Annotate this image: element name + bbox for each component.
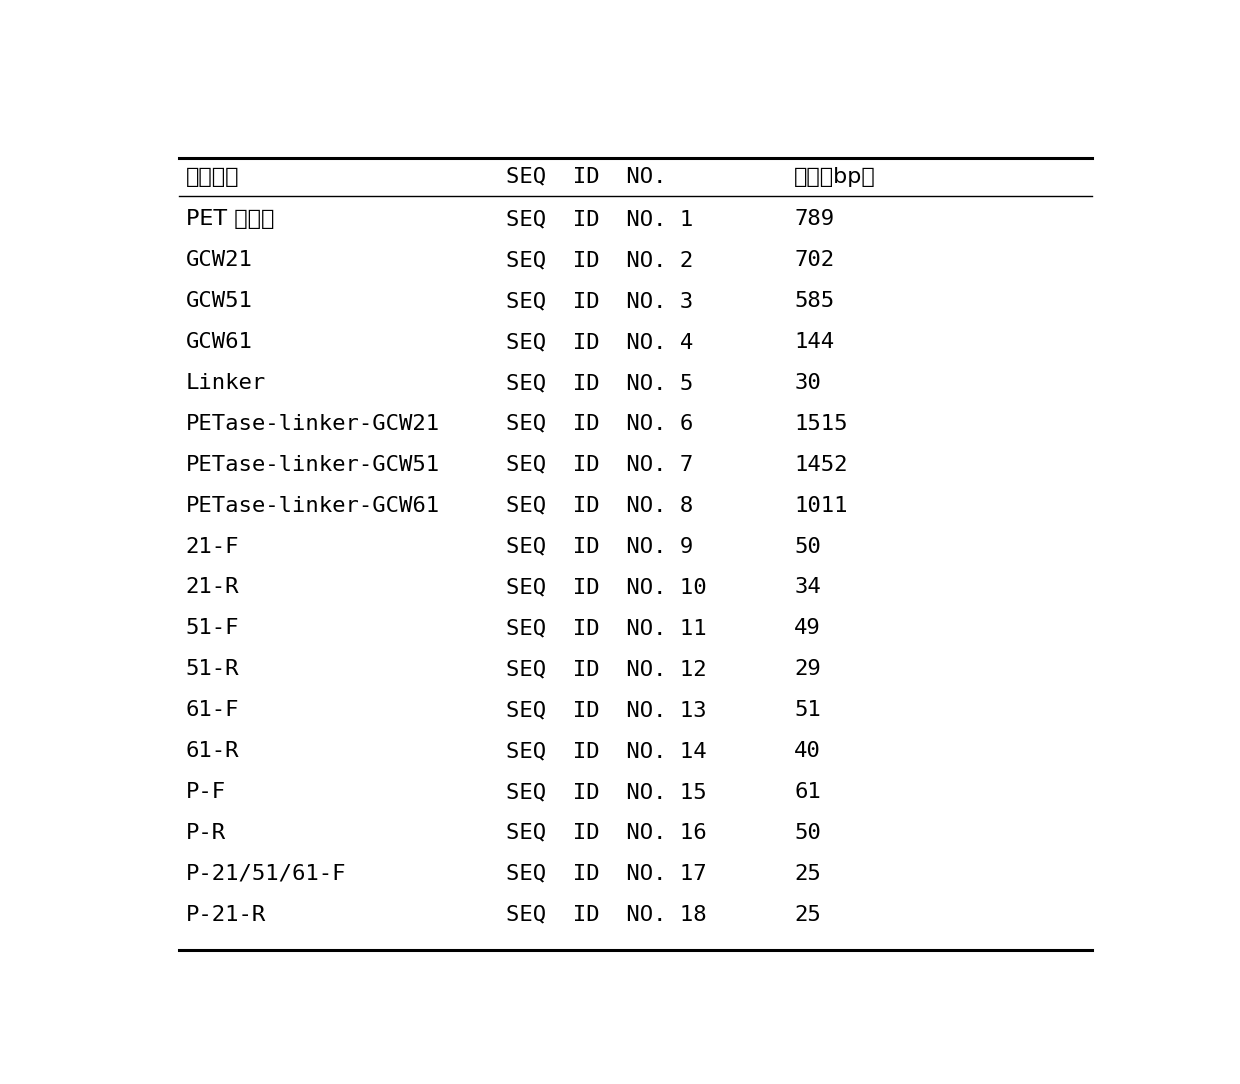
Text: 基因名称: 基因名称 [186, 167, 239, 186]
Text: SEQ  ID  NO. 15: SEQ ID NO. 15 [506, 782, 707, 802]
Text: 1452: 1452 [794, 455, 848, 475]
Text: 30: 30 [794, 373, 821, 393]
Text: GCW51: GCW51 [186, 292, 253, 311]
Text: SEQ  ID  NO. 9: SEQ ID NO. 9 [506, 537, 693, 556]
Text: SEQ  ID  NO. 11: SEQ ID NO. 11 [506, 618, 707, 638]
Text: SEQ  ID  NO. 14: SEQ ID NO. 14 [506, 741, 707, 761]
Text: 144: 144 [794, 332, 835, 352]
Text: 25: 25 [794, 864, 821, 883]
Text: 25: 25 [794, 905, 821, 925]
Text: 61: 61 [794, 782, 821, 802]
Text: 789: 789 [794, 209, 835, 230]
Text: 21-F: 21-F [186, 537, 239, 556]
Text: 585: 585 [794, 292, 835, 311]
Text: 51: 51 [794, 700, 821, 720]
Text: 1515: 1515 [794, 414, 848, 434]
Text: 长度（bp）: 长度（bp） [794, 167, 875, 186]
Text: SEQ  ID  NO. 3: SEQ ID NO. 3 [506, 292, 693, 311]
Text: 61-F: 61-F [186, 700, 239, 720]
Text: 40: 40 [794, 741, 821, 761]
Text: P-F: P-F [186, 782, 226, 802]
Text: 29: 29 [794, 659, 821, 680]
Text: PETase-linker-GCW21: PETase-linker-GCW21 [186, 414, 440, 434]
Text: SEQ  ID  NO. 6: SEQ ID NO. 6 [506, 414, 693, 434]
Text: 21-R: 21-R [186, 578, 239, 597]
Text: PETase-linker-GCW51: PETase-linker-GCW51 [186, 455, 440, 475]
Text: SEQ  ID  NO. 18: SEQ ID NO. 18 [506, 905, 707, 925]
Text: 51-R: 51-R [186, 659, 239, 680]
Text: SEQ  ID  NO. 7: SEQ ID NO. 7 [506, 455, 693, 475]
Text: SEQ  ID  NO. 10: SEQ ID NO. 10 [506, 578, 707, 597]
Text: 51-F: 51-F [186, 618, 239, 638]
Text: SEQ  ID  NO.: SEQ ID NO. [506, 167, 666, 186]
Text: SEQ  ID  NO. 1: SEQ ID NO. 1 [506, 209, 693, 230]
Text: P-21/51/61-F: P-21/51/61-F [186, 864, 346, 883]
Text: SEQ  ID  NO. 2: SEQ ID NO. 2 [506, 250, 693, 270]
Text: Linker: Linker [186, 373, 267, 393]
Text: 49: 49 [794, 618, 821, 638]
Text: SEQ  ID  NO. 17: SEQ ID NO. 17 [506, 864, 707, 883]
Text: P-R: P-R [186, 823, 226, 843]
Text: PET 分解酶: PET 分解酶 [186, 209, 274, 230]
Text: SEQ  ID  NO. 5: SEQ ID NO. 5 [506, 373, 693, 393]
Text: GCW21: GCW21 [186, 250, 253, 270]
Text: 1011: 1011 [794, 495, 848, 516]
Text: SEQ  ID  NO. 4: SEQ ID NO. 4 [506, 332, 693, 352]
Text: PETase-linker-GCW61: PETase-linker-GCW61 [186, 495, 440, 516]
Text: P-21-R: P-21-R [186, 905, 267, 925]
Text: GCW61: GCW61 [186, 332, 253, 352]
Text: SEQ  ID  NO. 13: SEQ ID NO. 13 [506, 700, 707, 720]
Text: SEQ  ID  NO. 16: SEQ ID NO. 16 [506, 823, 707, 843]
Text: SEQ  ID  NO. 12: SEQ ID NO. 12 [506, 659, 707, 680]
Text: SEQ  ID  NO. 8: SEQ ID NO. 8 [506, 495, 693, 516]
Text: 34: 34 [794, 578, 821, 597]
Text: 61-R: 61-R [186, 741, 239, 761]
Text: 50: 50 [794, 823, 821, 843]
Text: 50: 50 [794, 537, 821, 556]
Text: 702: 702 [794, 250, 835, 270]
